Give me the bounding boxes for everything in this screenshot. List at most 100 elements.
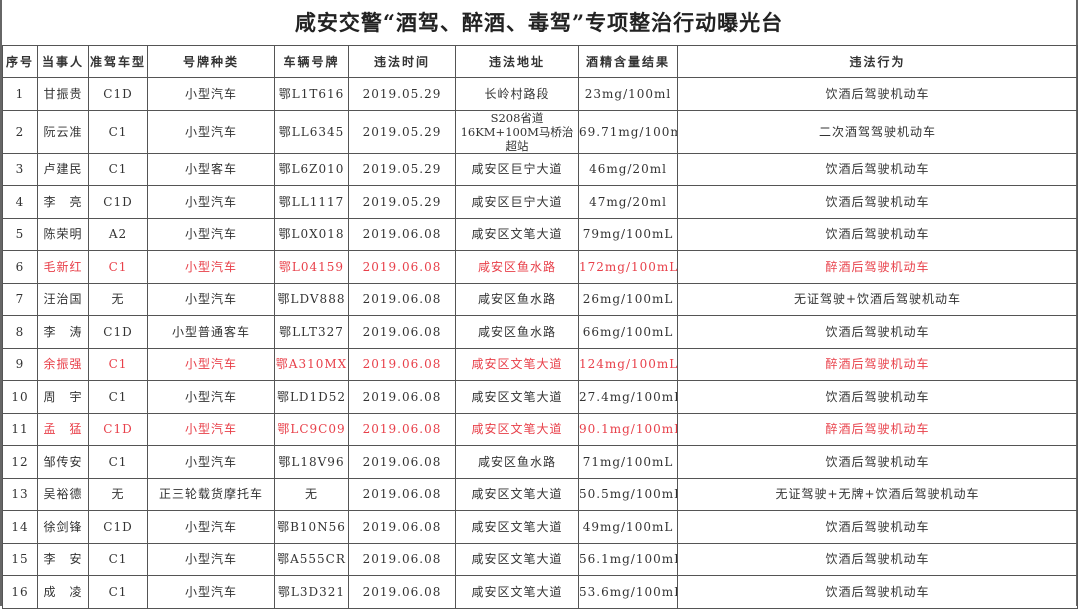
cell-no: 9	[2, 347, 38, 381]
cell-plate-type: 小型汽车	[147, 282, 275, 316]
cell-name: 吴裕德	[37, 477, 89, 511]
cell-name: 汪治国	[37, 282, 89, 316]
cell-no: 12	[2, 445, 38, 479]
cell-act: 饮酒后驾驶机动车	[677, 542, 1078, 576]
cell-no: 10	[2, 380, 38, 414]
cell-plate: 鄂L0X018	[274, 217, 349, 251]
cell-license: C1	[88, 575, 148, 609]
cell-no: 8	[2, 315, 38, 349]
cell-plate-type: 小型汽车	[147, 347, 275, 381]
cell-name: 李 涛	[37, 315, 89, 349]
cell-license: C1	[88, 542, 148, 576]
cell-no: 11	[2, 412, 38, 446]
cell-plate: 鄂LLT327	[274, 315, 349, 349]
cell-time: 2019.06.08	[348, 347, 456, 381]
cell-name: 孟 猛	[37, 412, 89, 446]
cell-alcohol: 79mg/100mL	[578, 217, 678, 251]
cell-name: 卢建民	[37, 152, 89, 186]
cell-act: 无证驾驶+饮酒后驾驶机动车	[677, 282, 1078, 316]
cell-place: 咸安区文笔大道	[455, 347, 579, 381]
cell-plate-type: 小型汽车	[147, 217, 275, 251]
cell-place: 咸安区鱼水路	[455, 315, 579, 349]
table-row: 11 孟 猛 C1D 小型汽车 鄂LC9C09 2019.06.08 咸安区文笔大道 90.1…	[2, 412, 1078, 446]
cell-time: 2019.06.08	[348, 412, 456, 446]
cell-act: 饮酒后驾驶机动车	[677, 77, 1078, 111]
cell-act: 二次酒驾驾驶机动车	[677, 109, 1078, 154]
cell-no: 15	[2, 542, 38, 576]
cell-plate: 鄂A310MX	[274, 347, 349, 381]
cell-time: 2019.06.08	[348, 315, 456, 349]
cell-place: S208省道16KM+100M马桥治超站	[455, 109, 579, 154]
cell-no: 2	[2, 109, 38, 154]
cell-plate: 无	[274, 477, 349, 511]
cell-time: 2019.06.08	[348, 250, 456, 284]
cell-alcohol: 46mg/20ml	[578, 152, 678, 186]
header-plate-type: 号牌种类	[147, 45, 275, 78]
cell-plate-type: 小型汽车	[147, 380, 275, 414]
table-row: 1 甘振贵 C1D 小型汽车 鄂L1T616 2019.05.29 长岭村路段 23mg/10…	[2, 77, 1078, 111]
cell-time: 2019.06.08	[348, 282, 456, 316]
cell-time: 2019.06.08	[348, 217, 456, 251]
header-name: 当事人	[37, 45, 89, 78]
cell-time: 2019.05.29	[348, 152, 456, 186]
cell-name: 陈荣明	[37, 217, 89, 251]
cell-place: 长岭村路段	[455, 77, 579, 111]
table-row: 14 徐剑锋 C1D 小型汽车 鄂B10N56 2019.06.08 咸安区文笔大道 49mg…	[2, 510, 1078, 544]
cell-name: 余振强	[37, 347, 89, 381]
cell-no: 16	[2, 575, 38, 609]
cell-alcohol: 56.1mg/100mL	[578, 542, 678, 576]
cell-time: 2019.05.29	[348, 109, 456, 154]
cell-time: 2019.06.08	[348, 542, 456, 576]
cell-alcohol: 50.5mg/100mL	[578, 477, 678, 511]
table-row: 16 成 凌 C1 小型汽车 鄂L3D321 2019.06.08 咸安区文笔大道 53.6m…	[2, 575, 1078, 609]
table-row: 15 李 安 C1 小型汽车 鄂A555CR 2019.06.08 咸安区文笔大道 56.1m…	[2, 542, 1078, 576]
cell-plate-type: 正三轮载货摩托车	[147, 477, 275, 511]
cell-place: 咸安区巨宁大道	[455, 152, 579, 186]
cell-place: 咸安区鱼水路	[455, 282, 579, 316]
cell-plate: 鄂L04159	[274, 250, 349, 284]
cell-name: 周 宇	[37, 380, 89, 414]
cell-act: 饮酒后驾驶机动车	[677, 510, 1078, 544]
cell-name: 李 安	[37, 542, 89, 576]
cell-license: C1D	[88, 510, 148, 544]
cell-no: 1	[2, 77, 38, 111]
cell-plate: 鄂L6Z010	[274, 152, 349, 186]
cell-name: 成 凌	[37, 575, 89, 609]
cell-act: 饮酒后驾驶机动车	[677, 380, 1078, 414]
cell-name: 邹传安	[37, 445, 89, 479]
table-row: 6 毛新红 C1 小型汽车 鄂L04159 2019.06.08 咸安区鱼水路 172mg/1…	[2, 250, 1078, 284]
table-row: 2 阮云准 C1 小型汽车 鄂LL6345 2019.05.29 S208省道16KM+10…	[2, 109, 1078, 154]
cell-plate: 鄂L3D321	[274, 575, 349, 609]
cell-plate-type: 小型汽车	[147, 542, 275, 576]
cell-alcohol: 47mg/20ml	[578, 185, 678, 219]
cell-no: 14	[2, 510, 38, 544]
cell-license: C1	[88, 445, 148, 479]
header-license: 准驾车型	[88, 45, 148, 78]
cell-time: 2019.05.29	[348, 77, 456, 111]
cell-place: 咸安区鱼水路	[455, 250, 579, 284]
cell-alcohol: 124mg/100mL	[578, 347, 678, 381]
cell-plate: 鄂LDV888	[274, 282, 349, 316]
cell-place: 咸安区巨宁大道	[455, 185, 579, 219]
cell-alcohol: 26mg/100mL	[578, 282, 678, 316]
cell-act: 饮酒后驾驶机动车	[677, 185, 1078, 219]
table-row: 5 陈荣明 A2 小型汽车 鄂L0X018 2019.06.08 咸安区文笔大道 79mg/1…	[2, 217, 1078, 251]
cell-plate-type: 小型汽车	[147, 77, 275, 111]
cell-alcohol: 27.4mg/100mL	[578, 380, 678, 414]
cell-time: 2019.06.08	[348, 575, 456, 609]
header-time: 违法时间	[348, 45, 456, 78]
table-row: 9 余振强 C1 小型汽车 鄂A310MX 2019.06.08 咸安区文笔大道 124mg/…	[2, 347, 1078, 381]
cell-place: 咸安区鱼水路	[455, 445, 579, 479]
cell-plate-type: 小型汽车	[147, 250, 275, 284]
violations-table: 序号 当事人 准驾车型 号牌种类 车辆号牌 违法时间 违法地址 酒精含量结果 违法行为 1 甘振贵…	[2, 45, 1078, 609]
cell-plate: 鄂L18V96	[274, 445, 349, 479]
cell-license: C1	[88, 109, 148, 154]
cell-no: 5	[2, 217, 38, 251]
cell-plate-type: 小型汽车	[147, 185, 275, 219]
cell-place: 咸安区文笔大道	[455, 217, 579, 251]
cell-license: 无	[88, 282, 148, 316]
cell-license: C1	[88, 347, 148, 381]
header-act: 违法行为	[677, 45, 1078, 78]
